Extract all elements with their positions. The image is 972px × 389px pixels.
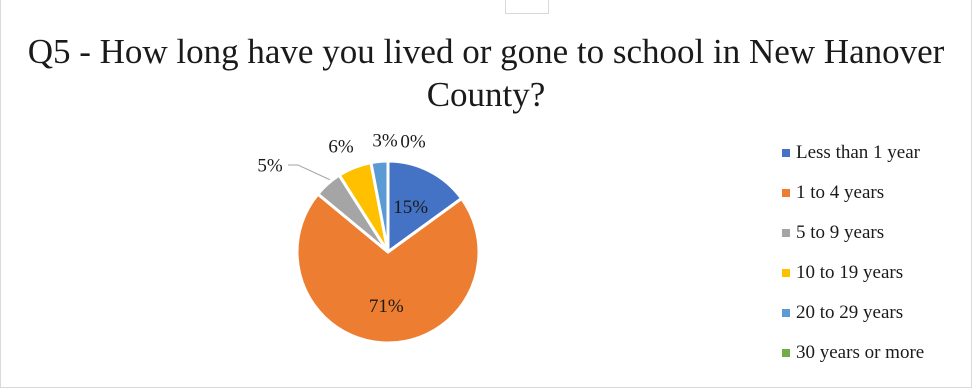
pie-slice-1-to-4-years — [295, 191, 481, 345]
legend-swatch — [782, 149, 790, 157]
legend-swatch — [782, 309, 790, 317]
legend-item-30-years-or-more: 30 years or more — [782, 333, 924, 373]
legend-item-less-than-1-year: Less than 1 year — [782, 133, 924, 173]
pie-slice-20-to-29-years — [369, 159, 390, 253]
legend-item-20-to-29-years: 20 to 29 years — [782, 293, 924, 333]
legend-item-5-to-9-years: 5 to 9 years — [782, 213, 924, 253]
legend-item-1-to-4-years: 1 to 4 years — [782, 173, 924, 213]
leader-line-5-to-9-years — [288, 164, 331, 181]
data-label-10-to-19-years: 6% — [328, 137, 354, 158]
legend-label: 20 to 29 years — [796, 302, 904, 323]
legend-label: 30 years or more — [796, 342, 925, 363]
legend-swatch — [782, 189, 790, 197]
legend-label: Less than 1 year — [796, 142, 920, 163]
legend-label: 10 to 19 years — [796, 262, 904, 283]
pie-slice-less-than-1-year — [386, 159, 464, 255]
data-label-1-to-4-years: 71% — [369, 296, 404, 317]
legend-item-10-to-19-years: 10 to 19 years — [782, 253, 924, 293]
data-label-less-than-1-year: 15% — [393, 197, 428, 218]
chart-top-tab — [505, 0, 549, 14]
data-label-20-to-29-years: 3% — [372, 131, 398, 152]
legend-label: 1 to 4 years — [796, 182, 885, 203]
legend-swatch — [782, 269, 790, 277]
chart-title: Q5 - How long have you lived or gone to … — [27, 32, 945, 114]
legend-swatch — [782, 349, 790, 357]
legend-swatch — [782, 229, 790, 237]
legend-label: 5 to 9 years — [796, 222, 885, 243]
data-label-30-years-or-more: 0% — [400, 132, 426, 153]
data-label-5-to-9-years: 5% — [257, 156, 283, 177]
chart-legend: Less than 1 year 1 to 4 years 5 to 9 years… — [782, 133, 924, 373]
